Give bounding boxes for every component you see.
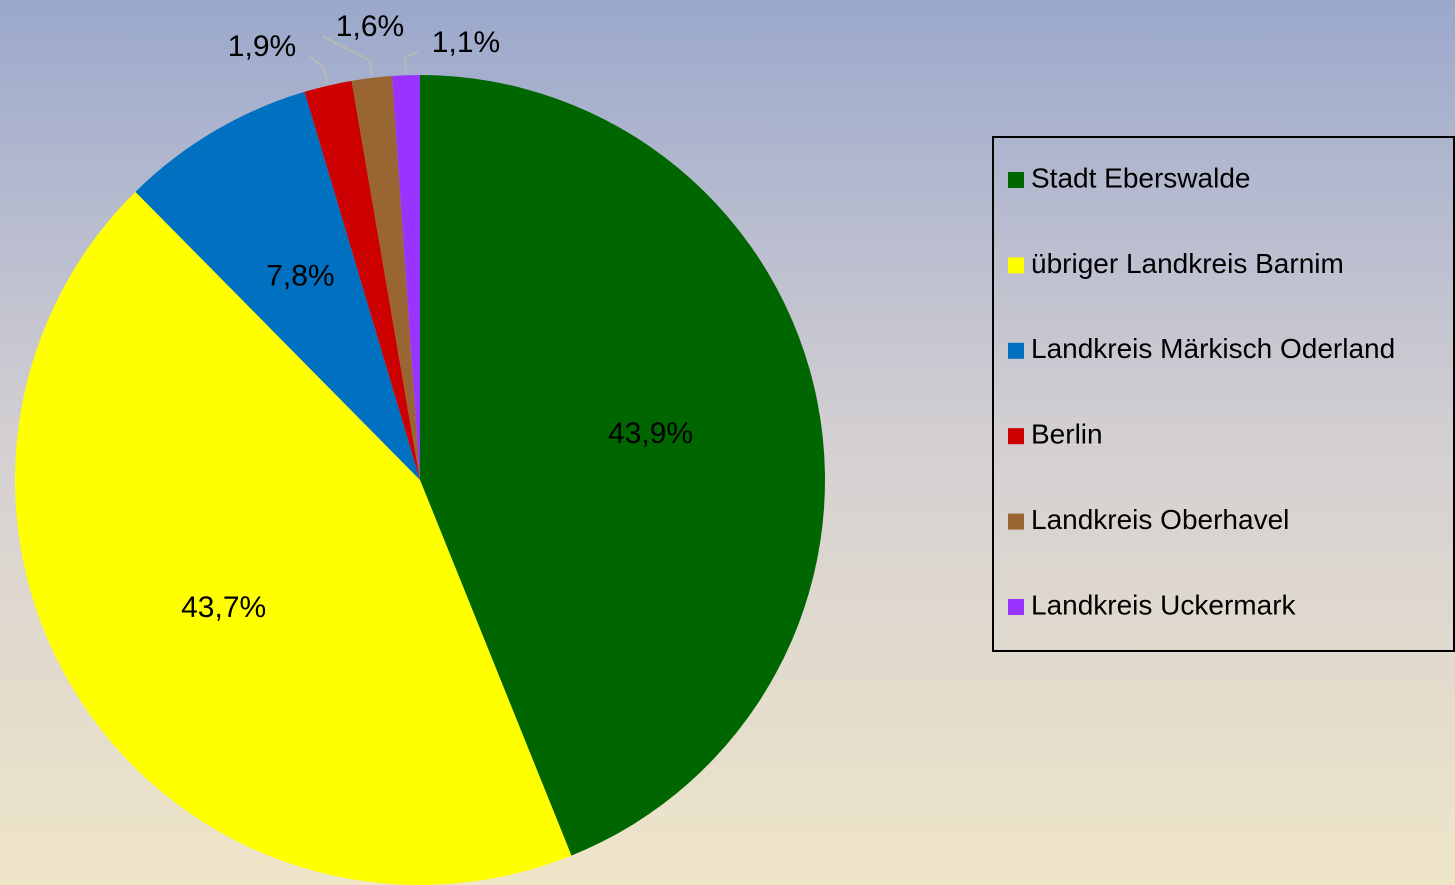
data-label: 7,8%	[266, 260, 334, 293]
legend-swatch	[1008, 257, 1024, 274]
leader-line	[404, 51, 419, 74]
data-label: 1,6%	[336, 10, 404, 43]
legend-swatch	[1008, 599, 1024, 615]
legend-label: Landkreis Märkisch Oderland	[1031, 333, 1395, 364]
data-label: 1,1%	[432, 26, 500, 59]
data-label: 1,9%	[228, 30, 296, 63]
legend-label: Stadt Eberswalde	[1031, 162, 1250, 193]
legend-box	[992, 136, 1455, 652]
legend-label: Berlin	[1031, 419, 1103, 450]
legend-swatch	[1008, 428, 1024, 445]
legend-swatch	[1008, 342, 1024, 359]
leader-line	[309, 55, 329, 84]
pie-slice	[15, 191, 572, 885]
legend-label: Landkreis Uckermark	[1031, 589, 1297, 620]
pie-slice	[304, 80, 420, 481]
pie: 43,9% 43,7% 7,8% 1,9% 1,6% 1,1%	[15, 10, 826, 885]
data-label: 43,9%	[608, 417, 693, 450]
data-label: 43,7%	[181, 591, 266, 624]
pie-slice	[351, 75, 420, 481]
legend-swatch	[1008, 172, 1024, 188]
legend-label: übriger Landkreis Barnim	[1031, 248, 1344, 279]
pie-slice	[420, 75, 826, 856]
legend-label: Landkreis Oberhavel	[1031, 504, 1289, 535]
legend: Stadt Eberswalde übriger Landkreis Barnim…	[1008, 162, 1395, 620]
pie-slice	[392, 75, 420, 480]
leader-line	[321, 35, 373, 77]
pie-slice	[135, 91, 420, 480]
legend-swatch	[1008, 513, 1024, 530]
